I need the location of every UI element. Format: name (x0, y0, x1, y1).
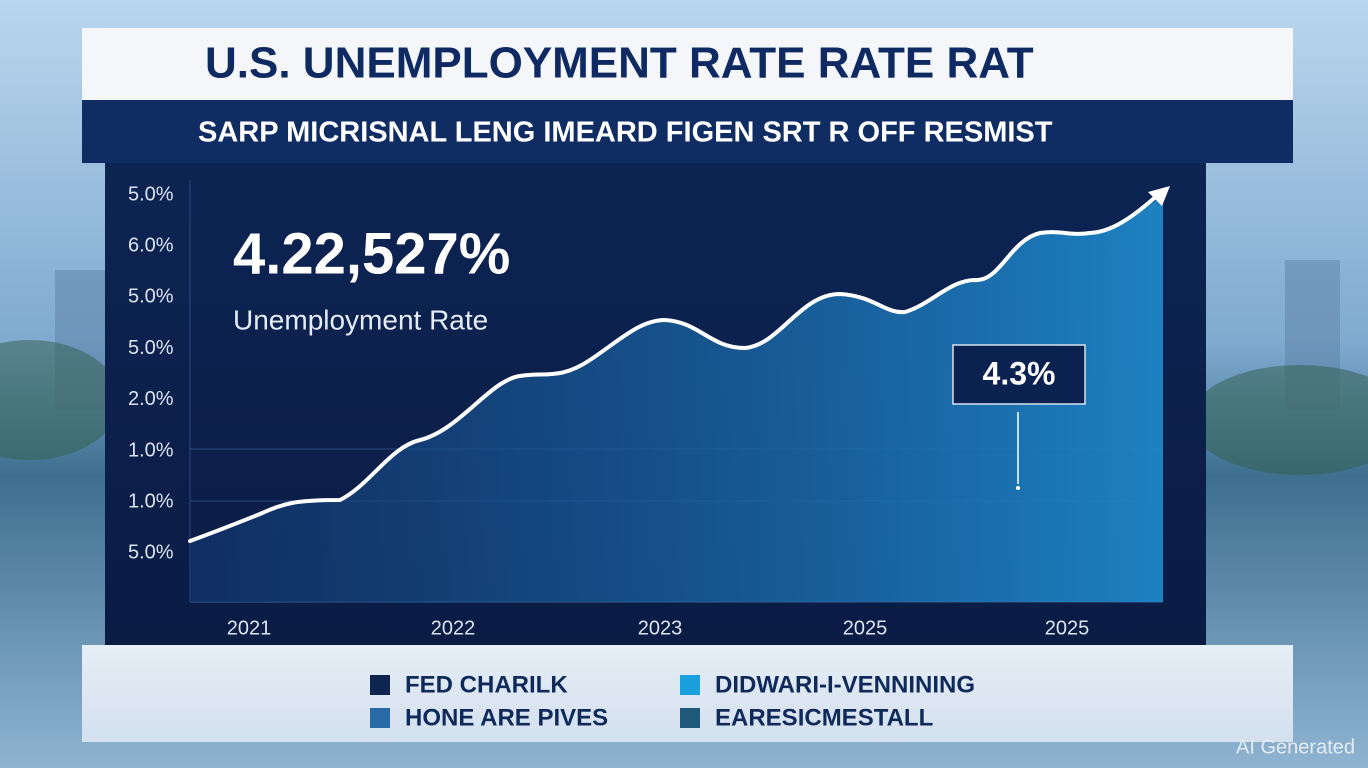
x-axis-label: 2023 (638, 617, 683, 639)
x-axis-label: 2022 (431, 617, 476, 639)
trees (1190, 365, 1368, 475)
legend-swatch (680, 708, 700, 728)
callout-box (952, 344, 1086, 405)
y-axis-label: 5.0% (128, 337, 174, 359)
title: U.S. UNEMPLOYMENT RATE RATE RAT (205, 39, 1034, 88)
legend-label: EARESICMESTALL (715, 704, 933, 731)
x-axis: 2021 2022 2023 2025 2025 (227, 617, 1090, 639)
y-axis-label: 5.0% (128, 542, 174, 564)
callout-dot (1016, 486, 1020, 490)
arrow-head (1148, 186, 1170, 206)
y-axis: 5.0% 6.0% 5.0% 5.0% 2.0% 1.0% 1.0% 5.0% (128, 183, 174, 563)
legend: FED CHARILK DIDWARI-I-VENNINING HONE ARE P… (370, 671, 975, 731)
trees (0, 340, 120, 460)
x-axis-label: 2021 (227, 617, 272, 639)
trend-line (188, 191, 1162, 543)
subtitle-bar (82, 100, 1293, 163)
x-axis-label: 2025 (1045, 617, 1090, 639)
headline-value: 4.22,527% (233, 221, 510, 286)
legend-label: FED CHARILK (405, 671, 568, 698)
title-bar (82, 28, 1293, 100)
callout: 4.3% (983, 355, 1056, 391)
x-axis-label: 2025 (843, 617, 888, 639)
area (190, 195, 1163, 602)
y-axis-label: 1.0% (128, 490, 174, 512)
headline-label: Unemployment Rate (233, 304, 488, 335)
y-axis-label: 1.0% (128, 439, 174, 461)
legend-swatch (680, 675, 700, 695)
watermark: AI Generated (1236, 736, 1355, 758)
y-axis-label: 6.0% (128, 234, 174, 256)
legend-swatch (370, 708, 390, 728)
subtitle: SARP MICRISNAL LENG IMEARD FIGEN SRT R O… (198, 117, 1053, 149)
y-axis-label: 5.0% (128, 286, 174, 308)
legend-swatch (370, 675, 390, 695)
y-axis-label: 5.0% (128, 183, 174, 205)
y-axis-label: 2.0% (128, 388, 174, 410)
legend-label: HONE ARE PIVES (405, 704, 608, 731)
legend-label: DIDWARI-I-VENNINING (715, 671, 975, 698)
